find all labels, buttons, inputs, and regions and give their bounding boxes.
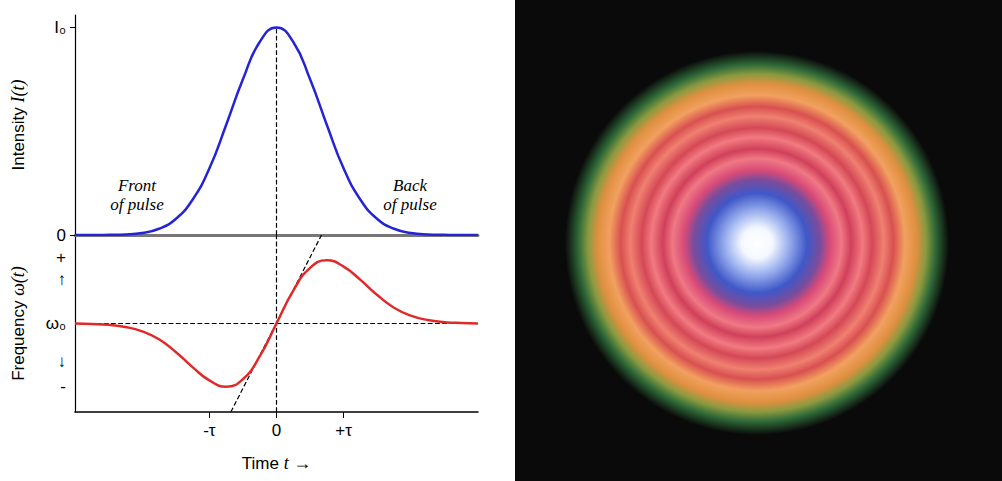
svg-text:ω₀: ω₀ <box>46 314 66 333</box>
svg-text:0: 0 <box>57 226 66 245</box>
svg-text:+τ: +τ <box>335 421 352 440</box>
svg-text:Back: Back <box>393 176 427 195</box>
svg-text:Frequency: Frequency <box>9 300 28 381</box>
svg-text:of pulse: of pulse <box>383 195 437 214</box>
svg-text:-τ: -τ <box>203 421 216 440</box>
svg-text:Front: Front <box>117 176 157 195</box>
svg-text:I(t): I(t) <box>8 79 29 103</box>
svg-text:of pulse: of pulse <box>110 195 164 214</box>
svg-text:ω(t): ω(t) <box>8 266 29 296</box>
svg-text:Time: Time <box>242 454 279 473</box>
svg-text:↓: ↓ <box>58 352 67 371</box>
svg-text:+: + <box>56 248 66 267</box>
svg-text:t →: t → <box>284 453 312 473</box>
svg-text:-: - <box>60 377 66 396</box>
svg-text:I₀: I₀ <box>54 18 66 37</box>
svg-text:0: 0 <box>272 421 281 440</box>
svg-text:↑: ↑ <box>58 270 67 289</box>
svg-text:Intensity: Intensity <box>9 107 28 171</box>
